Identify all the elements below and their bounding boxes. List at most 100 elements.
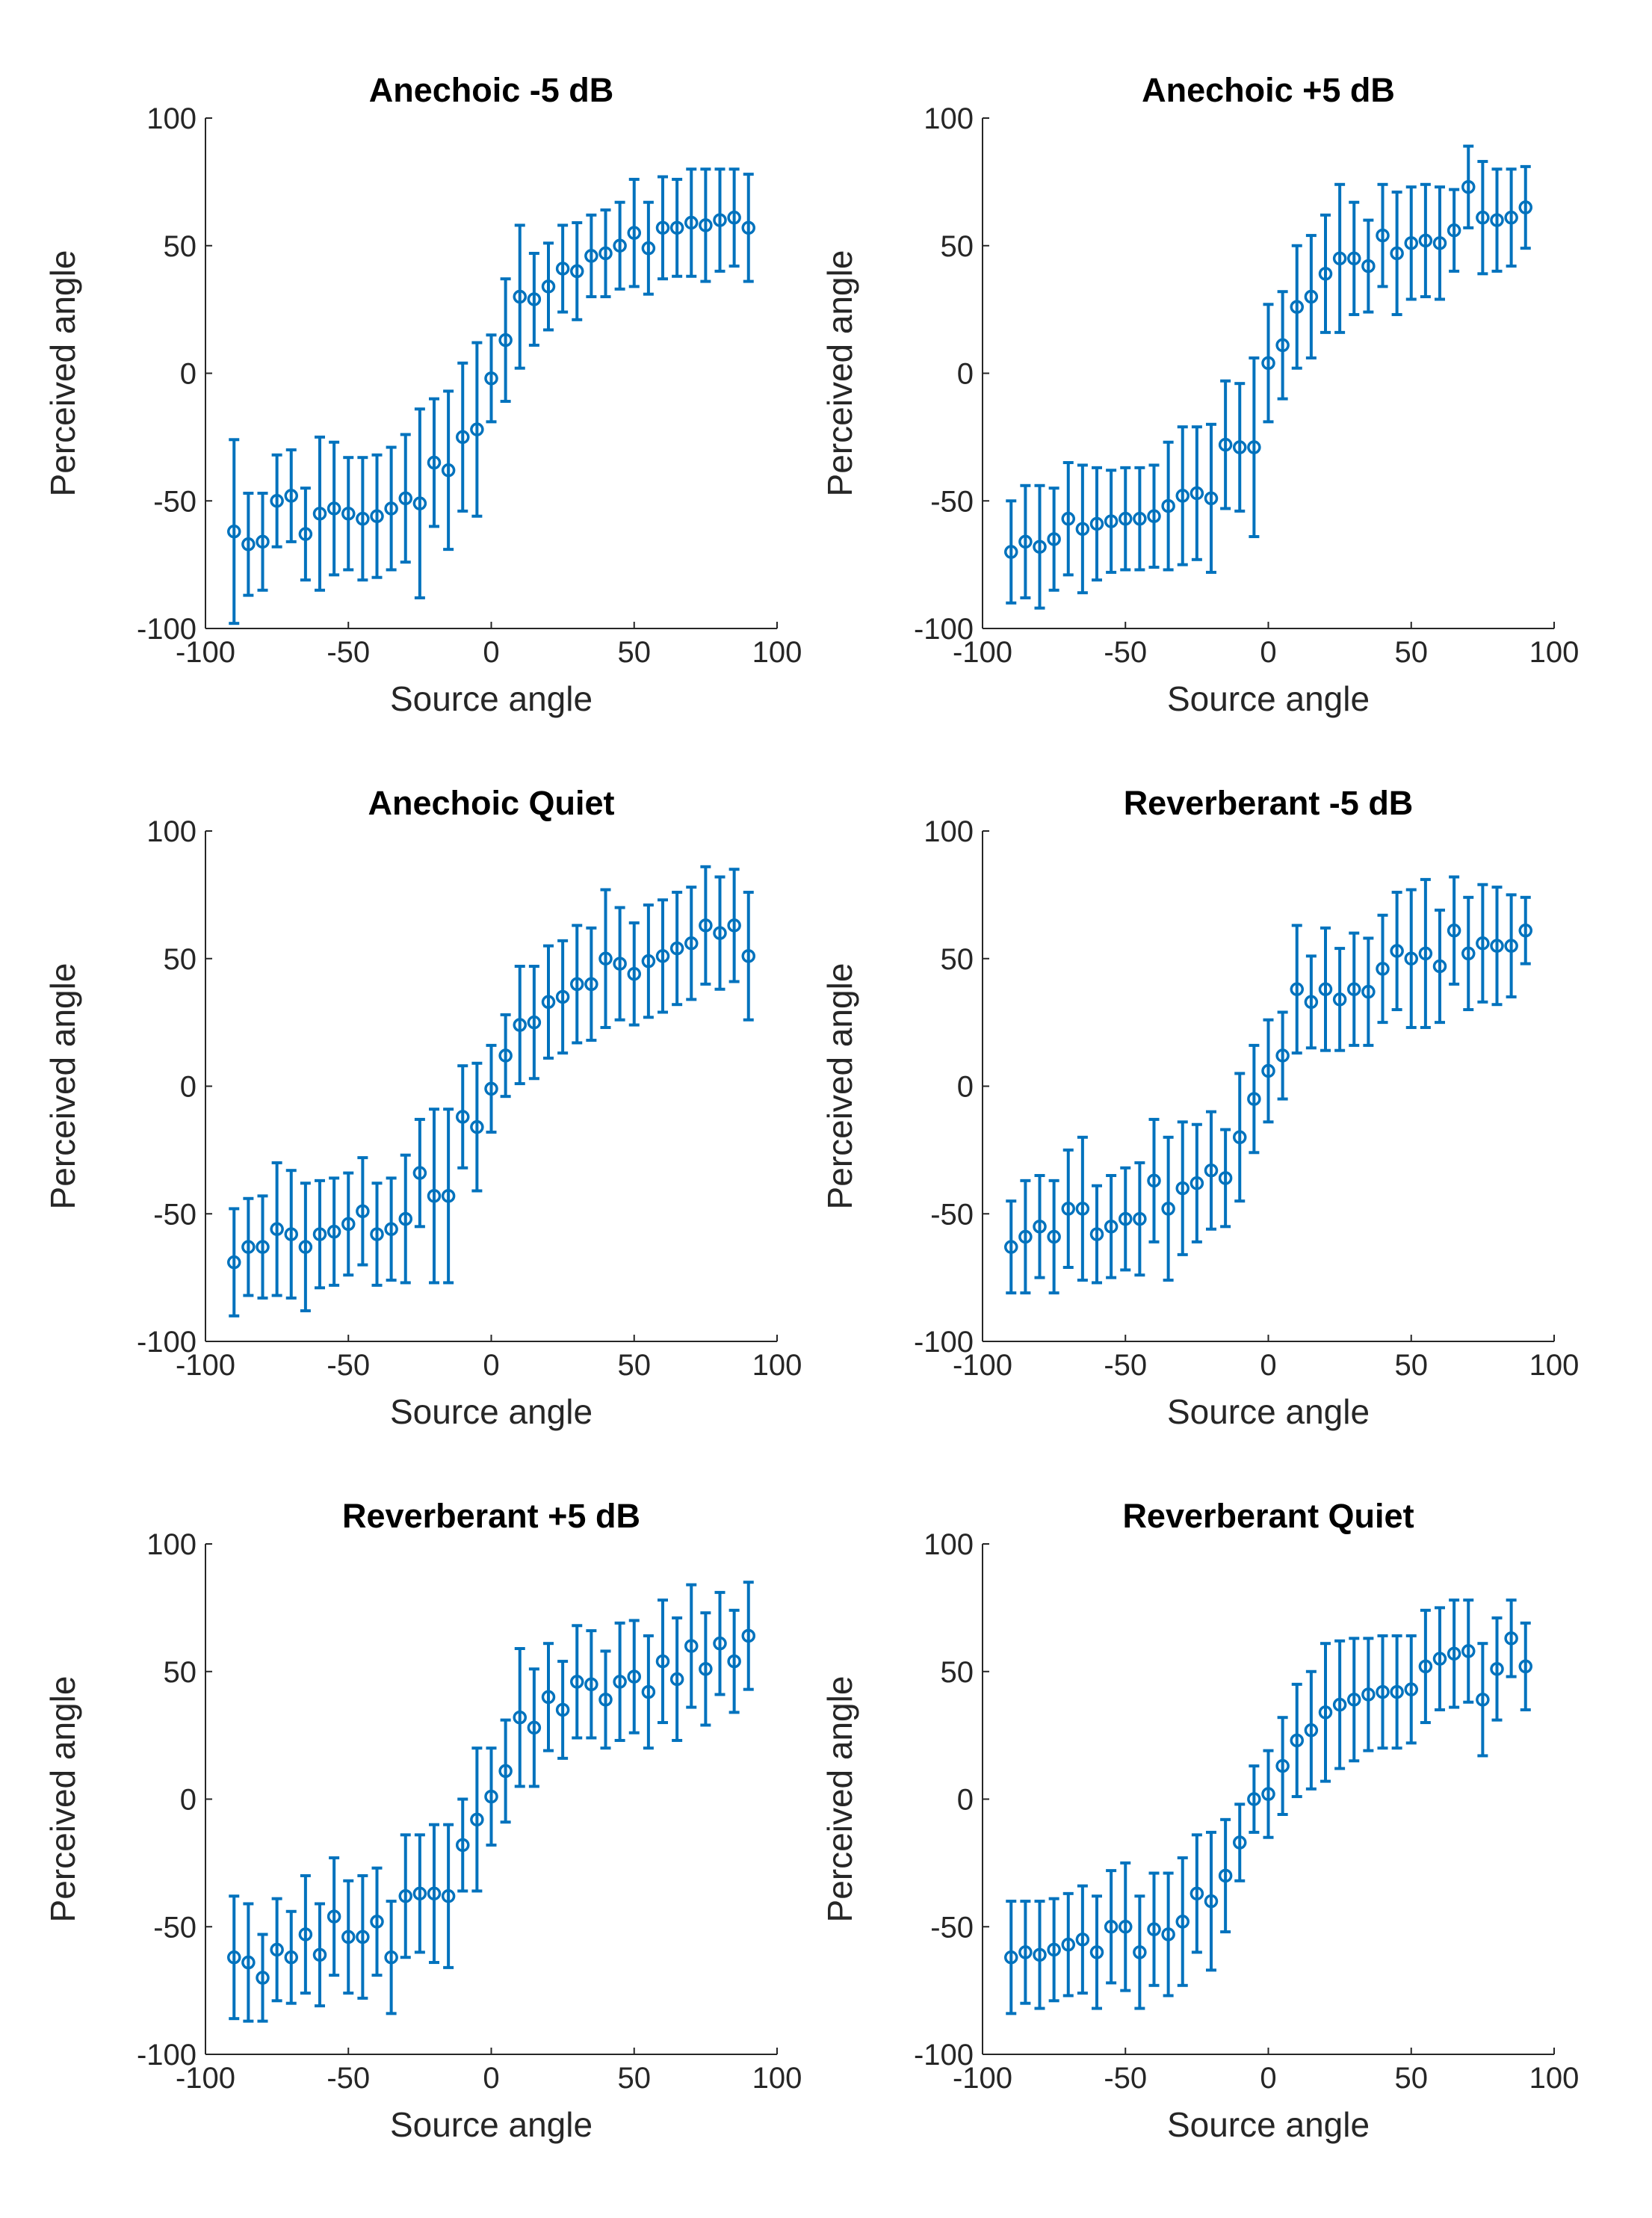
error-bar bbox=[1506, 1598, 1517, 1678]
error-bar bbox=[628, 1619, 640, 1734]
data-point bbox=[1104, 1920, 1119, 1934]
y-tick-label: 0 bbox=[957, 1784, 974, 1817]
data-point bbox=[1447, 223, 1461, 238]
data-point bbox=[1404, 1682, 1418, 1696]
x-tick-label: 0 bbox=[483, 1349, 499, 1382]
data-point bbox=[699, 1662, 713, 1676]
error-bar bbox=[500, 1718, 511, 1824]
data-point bbox=[1361, 984, 1376, 999]
data-point bbox=[570, 977, 584, 992]
error-bar bbox=[1006, 1199, 1017, 1295]
data-point bbox=[370, 1915, 384, 1929]
data-point bbox=[498, 333, 513, 347]
data-point bbox=[498, 1048, 513, 1063]
data-point bbox=[1304, 1723, 1319, 1737]
data-point bbox=[484, 1081, 498, 1096]
error-bar bbox=[400, 433, 411, 564]
data-point bbox=[1218, 1171, 1233, 1185]
data-point bbox=[227, 1255, 241, 1270]
error-bar bbox=[414, 1117, 425, 1229]
error-bar bbox=[614, 200, 625, 291]
error-bar bbox=[686, 167, 697, 278]
error-bar bbox=[1077, 1884, 1088, 1995]
panel-1: Anechoic -5 dB -100 -50 0 50 100 -100 -50 0 50 100… bbox=[43, 71, 802, 718]
error-bar bbox=[1106, 1869, 1117, 1985]
error-bar bbox=[486, 1746, 497, 1847]
error-bar bbox=[528, 251, 539, 347]
error-bar bbox=[572, 924, 583, 1045]
data-point bbox=[412, 1886, 427, 1901]
error-bar bbox=[1405, 1634, 1417, 1745]
error-bar bbox=[600, 1649, 611, 1750]
error-bar bbox=[357, 1156, 368, 1267]
error-bar bbox=[1249, 1764, 1260, 1834]
data-point bbox=[1233, 440, 1247, 454]
data-point bbox=[713, 926, 727, 940]
data-point bbox=[513, 1018, 527, 1032]
data-point bbox=[1504, 1631, 1518, 1646]
error-bar bbox=[672, 177, 683, 278]
x-tick-label: -50 bbox=[327, 1349, 370, 1382]
data-point bbox=[1247, 440, 1261, 454]
error-bar bbox=[557, 223, 569, 314]
data-point bbox=[441, 1889, 456, 1903]
data-point bbox=[684, 1639, 699, 1653]
error-bar bbox=[586, 213, 597, 299]
error-bar bbox=[243, 1196, 254, 1297]
error-bar bbox=[1435, 185, 1445, 301]
data-point bbox=[741, 1628, 755, 1643]
error-bar bbox=[1006, 499, 1017, 605]
data-point bbox=[1033, 1220, 1047, 1234]
data-point bbox=[1476, 1693, 1490, 1707]
error-bar bbox=[1520, 1621, 1531, 1711]
data-point bbox=[669, 941, 684, 956]
x-tick-label: 100 bbox=[1529, 1349, 1580, 1382]
error-bar bbox=[1377, 182, 1388, 288]
error-bar bbox=[300, 486, 311, 582]
x-axis-label: Source angle bbox=[1167, 1392, 1370, 1431]
y-tick-label: -50 bbox=[153, 1911, 197, 1944]
error-bar bbox=[1077, 1135, 1088, 1282]
error-bar bbox=[1120, 1166, 1131, 1272]
data-point bbox=[1018, 534, 1033, 549]
data-point bbox=[427, 455, 442, 470]
error-bar bbox=[1405, 185, 1417, 301]
error-bar bbox=[271, 1897, 282, 2003]
error-bar bbox=[658, 1598, 668, 1725]
data-point bbox=[641, 1684, 656, 1699]
data-point bbox=[384, 1950, 398, 1965]
data-point bbox=[1490, 939, 1504, 953]
error-bar bbox=[443, 1823, 454, 1969]
error-bar bbox=[400, 1833, 411, 1959]
error-bar bbox=[1334, 1639, 1346, 1770]
y-tick-label: 0 bbox=[957, 1071, 974, 1104]
error-bar bbox=[1491, 886, 1503, 1007]
y-tick-label: 50 bbox=[941, 230, 974, 263]
data-point bbox=[1275, 1758, 1290, 1773]
data-point bbox=[555, 1702, 570, 1717]
data-point bbox=[370, 1227, 384, 1241]
data-point bbox=[1119, 1920, 1133, 1934]
data-point bbox=[256, 534, 270, 549]
error-bar bbox=[229, 1207, 240, 1317]
data-point bbox=[1261, 356, 1275, 371]
error-bar bbox=[1506, 167, 1517, 268]
data-point bbox=[741, 220, 755, 235]
error-bar bbox=[614, 1621, 625, 1742]
data-point bbox=[227, 1950, 241, 1965]
data-point bbox=[1447, 1646, 1461, 1661]
error-bar bbox=[257, 1194, 268, 1300]
data-point bbox=[1189, 1886, 1204, 1901]
data-point bbox=[598, 1693, 613, 1707]
panel-5: Reverberant +5 dB -100 -50 0 50 100 -100 -50 0 50… bbox=[43, 1497, 802, 2144]
error-bar bbox=[1320, 926, 1331, 1052]
data-point bbox=[570, 264, 584, 279]
data-point bbox=[1033, 540, 1047, 554]
error-bar bbox=[1234, 382, 1246, 513]
data-point bbox=[1318, 267, 1333, 281]
data-point bbox=[584, 249, 598, 263]
error-bar bbox=[1106, 1174, 1117, 1279]
data-point bbox=[398, 1211, 412, 1226]
data-point bbox=[669, 220, 684, 235]
data-point bbox=[1147, 1173, 1161, 1188]
